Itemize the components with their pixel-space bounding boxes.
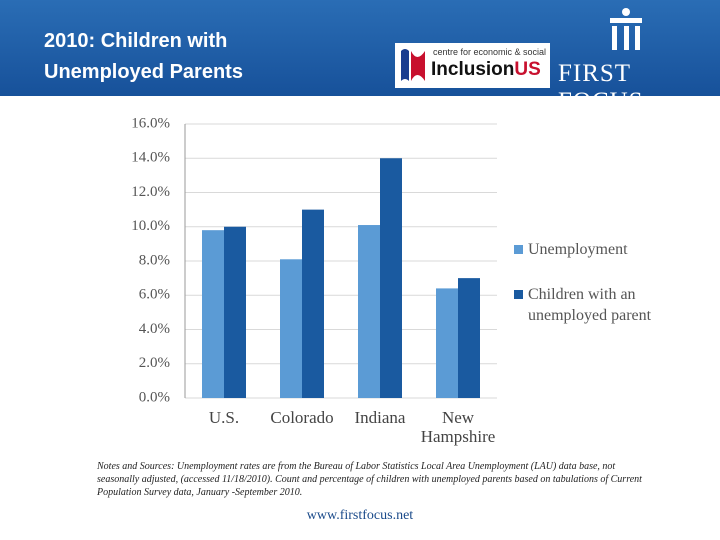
y-tick-label: 14.0% [131,150,170,166]
inclusion-name: InclusionUS [431,59,541,81]
bar [280,259,302,398]
footer-url: www.firstfocus.net [306,508,414,523]
first-focus-icon [610,8,642,50]
bar [302,209,324,398]
y-tick-label: 6.0% [139,287,170,303]
x-tick-label: U.S. [208,408,240,427]
x-tick-label: Indiana [354,408,406,427]
y-tick-label: 4.0% [139,321,170,337]
legend-swatch [514,290,523,299]
x-tick-label: Colorado [270,408,334,427]
bar [458,278,480,398]
y-tick-label: 12.0% [131,184,170,200]
slide-title: 2010: Children with Unemployed Parents [44,30,243,83]
y-tick-label: 10.0% [131,218,170,234]
bar [358,225,380,398]
first-focus-logo: FIRST FOCUS [558,60,644,115]
inclusion-word: Inclusion [431,59,515,80]
inclusion-logo: centre for economic & social InclusionUS [395,43,550,88]
notes: Notes and Sources: Unemployment rates ar… [97,461,642,498]
y-tick-label: 2.0% [139,355,170,371]
bar [202,230,224,398]
bar [436,288,458,398]
legend-label: Unemployment [528,241,628,258]
bar [380,158,402,398]
y-tick-label: 0.0% [139,389,170,405]
header-band [0,0,720,96]
legend-swatch [514,245,523,254]
y-tick-label: 16.0% [131,115,170,131]
bar [224,226,246,398]
x-tick-label: New Hampshire [420,408,496,446]
inclusion-us: US [514,59,541,80]
y-tick-label: 8.0% [139,252,170,268]
inclusion-icon [401,49,425,81]
inclusion-tagline: centre for economic & social [433,47,547,57]
legend-label: Children with an unemployed parent [528,286,652,324]
